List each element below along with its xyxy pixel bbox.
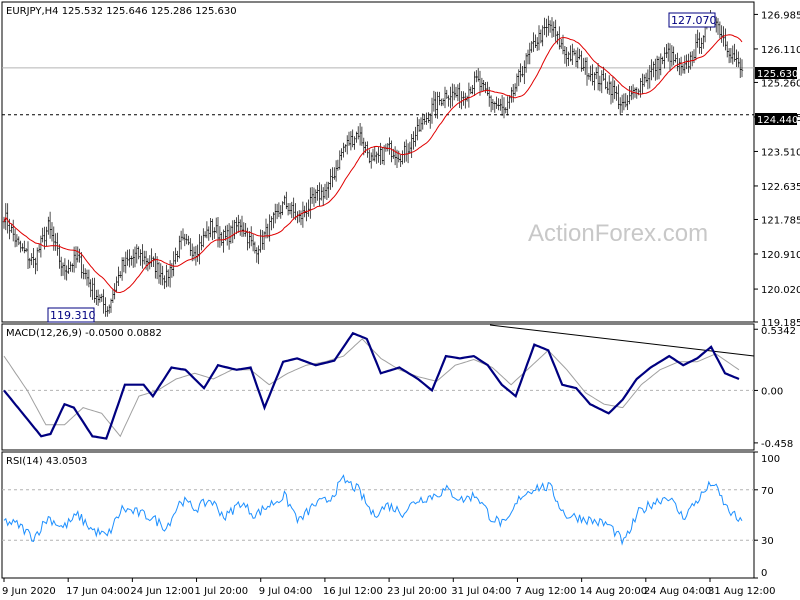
price-panel [1, 1, 755, 323]
macd-signal-line [3, 338, 740, 438]
rsi-tick-label: 0 [761, 568, 767, 579]
price-tick-label: 121.785 [761, 215, 800, 226]
rsi-panel-title: RSI(14) 43.0503 [6, 456, 87, 467]
time-tick-label: 16 Jul 12:00 [323, 586, 383, 597]
rsi-panel [1, 451, 755, 579]
rsi-tick-label: 30 [761, 536, 774, 547]
price-axis: 126.985126.110125.260124.385123.510122.6… [754, 10, 800, 329]
price-tick-label: 126.985 [761, 10, 800, 21]
price-reference-lines [2, 67, 754, 116]
moving-average-line [3, 34, 743, 294]
time-tick-label: 31 Jul 04:00 [451, 586, 511, 597]
macd-tick-label: 0.5342 [761, 326, 796, 337]
high-label: 127.070 [671, 14, 717, 27]
support-price-tag [755, 113, 797, 125]
price-panel-title: EURJPY,H4 125.532 125.646 125.286 125.63… [6, 6, 237, 17]
time-tick-label: 17 Jun 04:00 [66, 586, 130, 597]
price-tick-label: 125.260 [761, 78, 800, 89]
macd-panel-title: MACD(12,26,9) -0.0500 0.0882 [6, 328, 162, 339]
macd-panel [1, 323, 755, 451]
price-tick-label: 119.185 [761, 318, 800, 329]
price-bars [2, 10, 744, 317]
current-price-label: 125.630 [757, 69, 798, 80]
time-tick-label: 9 Jul 04:00 [259, 586, 313, 597]
rsi-lines [2, 474, 754, 546]
time-tick-label: 7 Aug 12:00 [515, 586, 576, 597]
high-label-box [668, 12, 716, 28]
price-tick-label: 120.910 [761, 250, 800, 261]
time-axis: 9 Jun 2020 17 Jun 04:00 24 Jun 12:00 1 Jul … [2, 578, 775, 597]
price-tick-label: 122.635 [761, 182, 800, 193]
time-tick-label: 31 Aug 12:00 [708, 586, 775, 597]
time-tick-label: 14 Aug 20:00 [580, 586, 647, 597]
support-price-label: 124.440 [757, 115, 798, 126]
rsi-tick-label: 70 [761, 486, 774, 497]
rsi-axis: 100 70 30 0 [754, 451, 780, 579]
macd-tick-label: 0.00 [761, 386, 783, 397]
price-tick-label: 120.020 [761, 285, 800, 296]
ohlc-bars [2, 10, 744, 317]
watermark: ActionForex.com [528, 220, 708, 247]
current-price-tag [755, 67, 797, 79]
time-tick-label: 1 Jul 20:00 [195, 586, 249, 597]
time-tick-label: 24 Aug 04:00 [644, 586, 711, 597]
macd-lines [2, 324, 755, 440]
time-tick-label: 9 Jun 2020 [2, 586, 56, 597]
price-tick-label: 126.110 [761, 45, 800, 56]
low-label-box [47, 307, 95, 323]
rsi-line [3, 474, 743, 546]
low-label: 119.310 [50, 309, 96, 322]
macd-tick-label: -0.458 [761, 439, 793, 450]
macd-line [3, 331, 740, 440]
price-tick-label: 123.510 [761, 147, 800, 158]
rsi-tick-label: 100 [761, 454, 780, 465]
time-tick-label: 24 Jun 12:00 [130, 586, 194, 597]
divergence-trendline [489, 324, 755, 357]
time-tick-label: 23 Jul 20:00 [387, 586, 447, 597]
macd-axis: 0.5342 0.00 -0.458 [754, 326, 796, 450]
